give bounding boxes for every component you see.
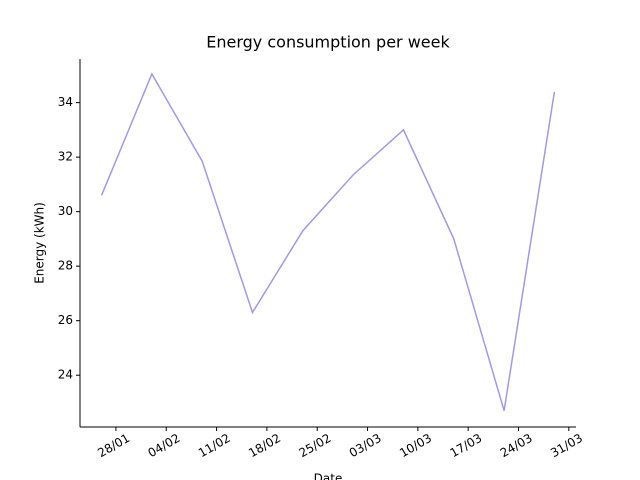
data-line	[100, 72, 556, 411]
y-tick-label: 32	[58, 150, 73, 164]
x-tick-label: 25/02	[296, 431, 333, 460]
x-tick-label: 11/02	[196, 431, 233, 460]
x-tick-label: 04/02	[146, 431, 183, 460]
y-tick-label: 28	[58, 259, 73, 273]
y-tick-label: 30	[58, 204, 73, 218]
y-tick-label: 24	[58, 368, 73, 382]
y-tick-label: 34	[58, 95, 73, 109]
x-tick-label: 18/02	[246, 431, 283, 460]
x-tick-label: 03/03	[347, 431, 384, 460]
x-tick-label: 17/03	[447, 431, 484, 460]
y-axis-label: Energy (kWh)	[33, 202, 47, 284]
x-tick-label: 24/03	[498, 431, 535, 460]
y-tick-label: 26	[58, 313, 73, 327]
x-tick-label: 28/01	[95, 431, 132, 460]
x-tick-label: 31/03	[548, 431, 585, 460]
x-axis-label: Date	[314, 472, 343, 480]
x-tick-label: 10/03	[397, 431, 434, 460]
chart-title: Energy consumption per week	[206, 33, 450, 52]
